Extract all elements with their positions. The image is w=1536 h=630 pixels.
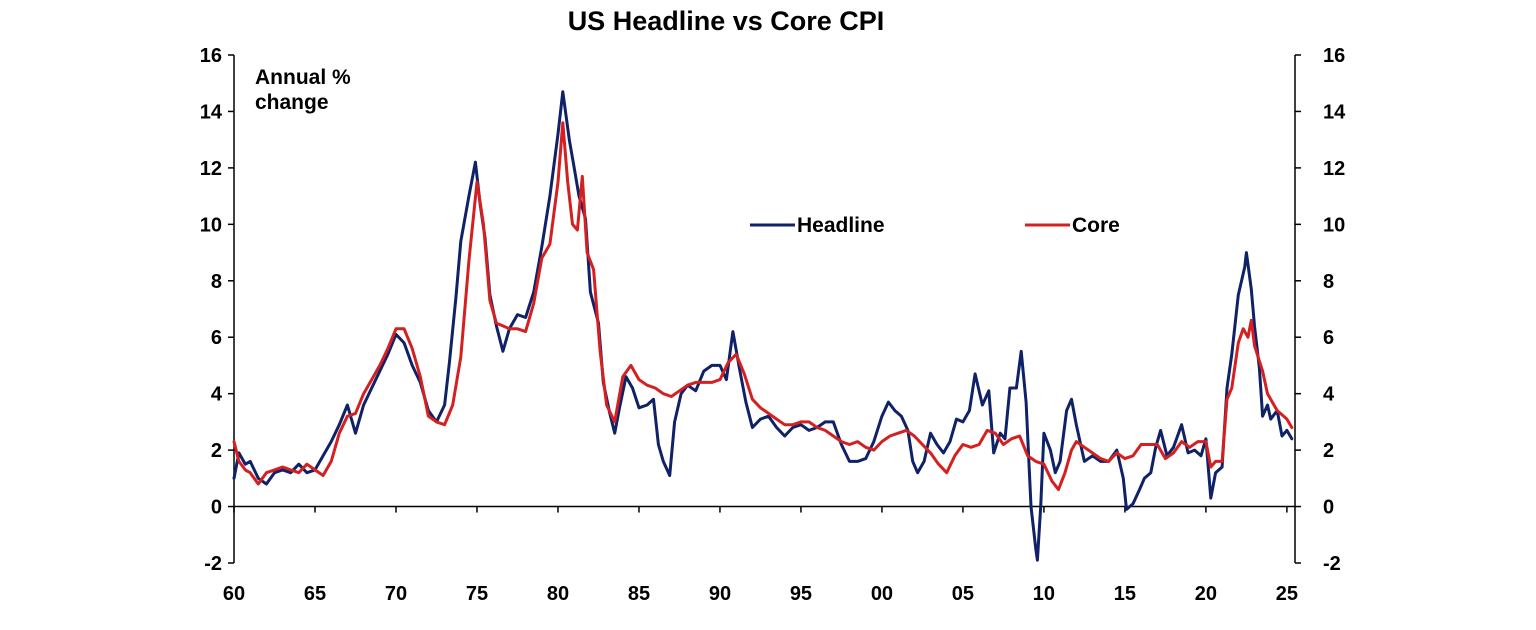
y-tick-label: 14 (200, 101, 223, 123)
y-tick-label: 12 (200, 158, 222, 180)
y2-tick-label: 4 (1323, 384, 1335, 406)
series-line-headline (232, 90, 1294, 562)
x-tick-label: 60 (223, 583, 245, 605)
y2-tick-label: 2 (1323, 440, 1334, 462)
x-tick-label: 95 (790, 583, 812, 605)
x-tick-label: 75 (466, 583, 488, 605)
x-tick-label: 80 (547, 583, 569, 605)
x-tick-label: 10 (1033, 583, 1055, 605)
y-tick-label: 4 (211, 384, 223, 406)
y2-tick-label: 12 (1323, 158, 1345, 180)
legend: Headline Core (750, 214, 1120, 237)
y2-tick-label: 10 (1323, 214, 1345, 236)
y2-tick-label: 8 (1323, 271, 1334, 293)
x-tick-label: 00 (871, 583, 893, 605)
x-tick-label: 15 (1114, 583, 1136, 605)
x-tick-label: 70 (385, 583, 407, 605)
y-tick-label: 2 (211, 440, 222, 462)
legend-label-headline: Headline (797, 214, 885, 237)
legend-label-core: Core (1072, 214, 1120, 237)
x-tick-label: 90 (709, 583, 731, 605)
annotation-line-2: change (255, 91, 329, 114)
y-tick-label: 0 (211, 497, 222, 519)
y2-tick-label: 14 (1323, 101, 1346, 123)
annotation-line-1: Annual % (255, 66, 351, 89)
y2-tick-label: 6 (1323, 327, 1334, 349)
y2-tick-label: 0 (1323, 497, 1334, 519)
y-tick-label: 16 (200, 45, 222, 67)
chart-title: US Headline vs Core CPI (567, 6, 885, 36)
x-tick-label: 05 (952, 583, 974, 605)
x-tick-label: 85 (628, 583, 650, 605)
y-tick-label: -2 (204, 553, 222, 575)
x-tick-label: 25 (1276, 583, 1298, 605)
y2-tick-label: 16 (1323, 45, 1345, 67)
series-layer (232, 90, 1294, 562)
y-tick-label: 8 (211, 271, 222, 293)
x-tick-label: 65 (304, 583, 326, 605)
y-tick-label: 6 (211, 327, 222, 349)
y-tick-label: 10 (200, 214, 222, 236)
series-line-core (232, 121, 1294, 492)
y2-tick-label: -2 (1323, 553, 1341, 575)
x-tick-label: 20 (1195, 583, 1217, 605)
tick-label-layer: -2 0 2 4 6 8 10 12 14 16 -2 0 2 4 6 8 10 12 14 16 60 65 70 75 80… (200, 45, 1346, 605)
